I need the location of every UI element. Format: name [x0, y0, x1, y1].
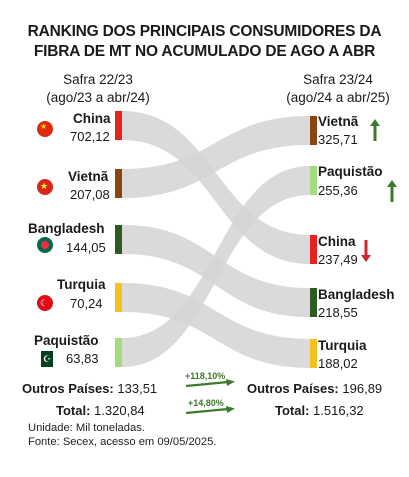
right-value-bangladesh: 218,55 — [318, 305, 358, 320]
right-value-turkey: 188,02 — [318, 356, 358, 371]
right-name-bangladesh: Bangladesh — [318, 287, 395, 302]
right-season-name: Safra 23/24 — [303, 72, 373, 87]
right-others-label: Outros Países: — [247, 381, 339, 396]
turkey-flag-icon: ☾ — [37, 295, 53, 311]
china-flag-icon: ★ — [37, 121, 53, 137]
left-others: Outros Países: 133,51 — [22, 381, 157, 397]
unit-note: Unidade: Mil toneladas. — [28, 422, 145, 434]
right-name-vietnam: Vietnã — [318, 114, 359, 129]
left-season-name: Safra 22/23 — [63, 72, 133, 87]
left-bar-china — [115, 111, 122, 140]
total-change-arrow-icon — [186, 406, 235, 415]
left-total: Total: 1.320,84 — [56, 403, 145, 419]
left-name-bangladesh: Bangladesh — [28, 221, 105, 236]
left-bar-turkey — [115, 283, 122, 312]
right-bar-turkey — [310, 339, 317, 368]
right-total-value: 1.516,32 — [313, 403, 364, 418]
others-change-pct: +118,10% — [185, 371, 226, 381]
flow-ribbon-china — [122, 111, 310, 264]
right-value-pakistan: 255,36 — [318, 183, 358, 198]
chart-title: RANKING DOS PRINCIPAIS CONSUMIDORES DA F… — [0, 22, 409, 62]
left-name-pakistan: Paquistão — [34, 333, 99, 348]
left-season-label: Safra 22/23 (ago/23 a abr/24) — [28, 71, 168, 107]
right-others: Outros Países: 196,89 — [247, 381, 382, 397]
left-name-turkey: Turquia — [57, 277, 106, 292]
left-value-vietnam: 207,08 — [70, 187, 110, 202]
right-name-turkey: Turquia — [318, 338, 367, 353]
trend-up-icon-pakistan — [387, 180, 397, 202]
left-value-china: 702,12 — [70, 129, 110, 144]
trend-up-icon-vietnam — [370, 119, 380, 141]
source-note: Fonte: Secex, acesso em 09/05/2025. — [28, 436, 217, 448]
flow-ribbon-paquistão — [122, 166, 310, 367]
left-others-value: 133,51 — [117, 381, 158, 396]
left-bar-vietnam — [115, 169, 122, 198]
right-name-china: China — [318, 234, 356, 249]
total-change-pct: +14,80% — [188, 398, 224, 408]
pakistan-flag-icon: ☪ — [37, 351, 53, 367]
right-season-period: (ago/24 a abr/25) — [286, 90, 390, 105]
left-bar-pakistan — [115, 338, 122, 367]
right-value-vietnam: 325,71 — [318, 132, 358, 147]
right-bar-vietnam — [310, 116, 317, 145]
left-name-china: China — [73, 111, 111, 126]
left-total-label: Total: — [56, 403, 91, 418]
others-change-arrow-icon — [186, 379, 235, 388]
right-value-china: 237,49 — [318, 252, 358, 267]
right-others-value: 196,89 — [342, 381, 383, 396]
right-bar-bangladesh — [310, 288, 317, 317]
left-value-bangladesh: 144,05 — [66, 240, 106, 255]
right-name-pakistan: Paquistão — [318, 164, 383, 179]
title-line-1: RANKING DOS PRINCIPAIS CONSUMIDORES DA — [27, 23, 382, 40]
left-name-vietnam: Vietnã — [68, 169, 109, 184]
left-value-turkey: 70,24 — [70, 296, 103, 311]
trend-down-icon-china — [361, 240, 371, 262]
right-total-label: Total: — [275, 403, 310, 418]
title-line-2: FIBRA DE MT NO ACUMULADO DE AGO A ABR — [33, 43, 376, 60]
flow-ribbon-turquia — [122, 283, 310, 368]
right-bar-china — [310, 235, 317, 264]
left-total-value: 1.320,84 — [94, 403, 145, 418]
right-bar-pakistan — [310, 166, 317, 195]
right-total: Total: 1.516,32 — [275, 403, 364, 419]
left-value-pakistan: 63,83 — [66, 351, 99, 366]
left-season-period: (ago/23 a abr/24) — [46, 90, 150, 105]
left-bar-bangladesh — [115, 225, 122, 254]
right-season-label: Safra 23/24 (ago/24 a abr/25) — [268, 71, 408, 107]
flow-ribbon-vietnã — [122, 116, 310, 198]
bangladesh-flag-icon — [37, 237, 53, 253]
left-others-label: Outros Países: — [22, 381, 114, 396]
vietnam-flag-icon: ★ — [37, 179, 53, 195]
